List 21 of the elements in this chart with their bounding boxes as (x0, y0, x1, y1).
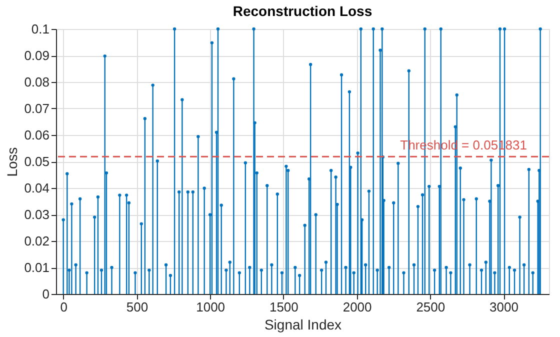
chart-title: Reconstruction Loss (232, 3, 372, 19)
y-tick-label: 0.05 (24, 154, 50, 169)
x-tick-label: 500 (126, 300, 148, 314)
y-tick-label: 0.03 (24, 207, 50, 222)
y-tick-label: 0.02 (24, 234, 50, 248)
x-tick-label: 0 (60, 300, 68, 314)
y-axis-title: Loss (4, 147, 20, 177)
y-tick-label: 0.09 (24, 48, 50, 63)
x-axis-title: Signal Index (264, 316, 342, 332)
x-tick-label: 3000 (490, 300, 518, 314)
x-tick-label: 2000 (342, 300, 372, 314)
x-tick-label: 1500 (269, 300, 298, 314)
y-tick-label: 0.1 (31, 22, 50, 36)
x-tick-label: 1000 (196, 300, 226, 314)
x-tick-label: 2500 (416, 300, 446, 314)
y-tick-label: 0.08 (24, 74, 50, 90)
y-tick-label: 0.07 (24, 101, 50, 116)
y-tick-label: 0.01 (24, 260, 50, 275)
y-tick-label: 0.04 (24, 180, 50, 196)
y-tick-label: 0 (42, 286, 50, 302)
y-tick-label: 0.06 (24, 128, 50, 142)
